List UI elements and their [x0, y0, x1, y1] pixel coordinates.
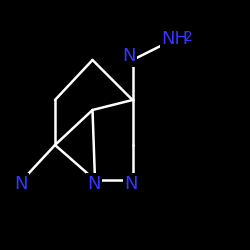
Text: NH: NH [161, 30, 188, 48]
Text: N: N [87, 175, 101, 193]
Text: N: N [124, 175, 138, 193]
Text: 2: 2 [184, 30, 192, 44]
Text: N: N [122, 47, 136, 65]
Text: N: N [14, 175, 28, 193]
